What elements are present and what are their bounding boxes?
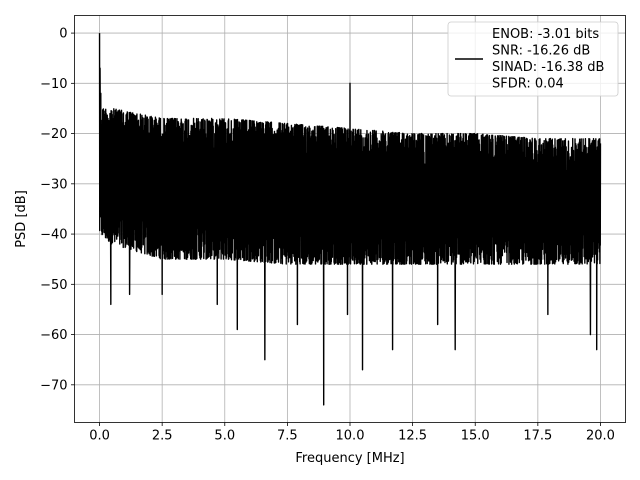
legend: ENOB: -3.01 bits SNR: -16.26 dB SINAD: -16…	[447, 21, 619, 97]
legend-line-text: SNR: -16.26 dB	[492, 44, 590, 59]
y-tick-label: −60	[40, 328, 67, 343]
y-tick-label: 0	[59, 27, 67, 42]
y-axis-ticks: 0 −10 −20 −30 −40 −50 −60 −70	[40, 27, 75, 393]
x-tick-label: 10.0	[336, 429, 365, 444]
y-tick-label: −30	[40, 177, 67, 192]
x-tick-label: 7.5	[277, 429, 298, 444]
x-tick-label: 5.0	[214, 429, 235, 444]
legend-line-text: SFDR: 0.04	[492, 77, 564, 92]
x-tick-label: 12.5	[398, 429, 427, 444]
y-tick-label: −20	[40, 127, 67, 142]
y-tick-label: −70	[40, 378, 67, 393]
y-tick-label: −40	[40, 228, 67, 243]
x-axis-ticks: 0.0 2.5 5.0 7.5 10.0 12.5 15.0 17.5 20.0	[89, 422, 615, 444]
psd-series-line	[98, 33, 602, 406]
legend-line-text: SINAD: -16.38 dB	[492, 60, 604, 75]
x-axis-label: Frequency [MHz]	[295, 451, 404, 466]
y-axis-label: PSD [dB]	[14, 190, 29, 248]
y-tick-label: −10	[40, 77, 67, 92]
plot-area	[98, 33, 602, 406]
x-tick-label: 17.5	[523, 429, 552, 444]
legend-line-text: ENOB: -3.01 bits	[492, 27, 599, 42]
y-tick-label: −50	[40, 278, 67, 293]
legend-label: ENOB: -3.01 bits SNR: -16.26 dB SINAD: -16…	[492, 27, 604, 92]
x-tick-label: 20.0	[586, 429, 615, 444]
x-tick-label: 2.5	[152, 429, 173, 444]
legend-box	[447, 21, 619, 97]
x-tick-label: 0.0	[89, 429, 110, 444]
x-tick-label: 15.0	[461, 429, 490, 444]
